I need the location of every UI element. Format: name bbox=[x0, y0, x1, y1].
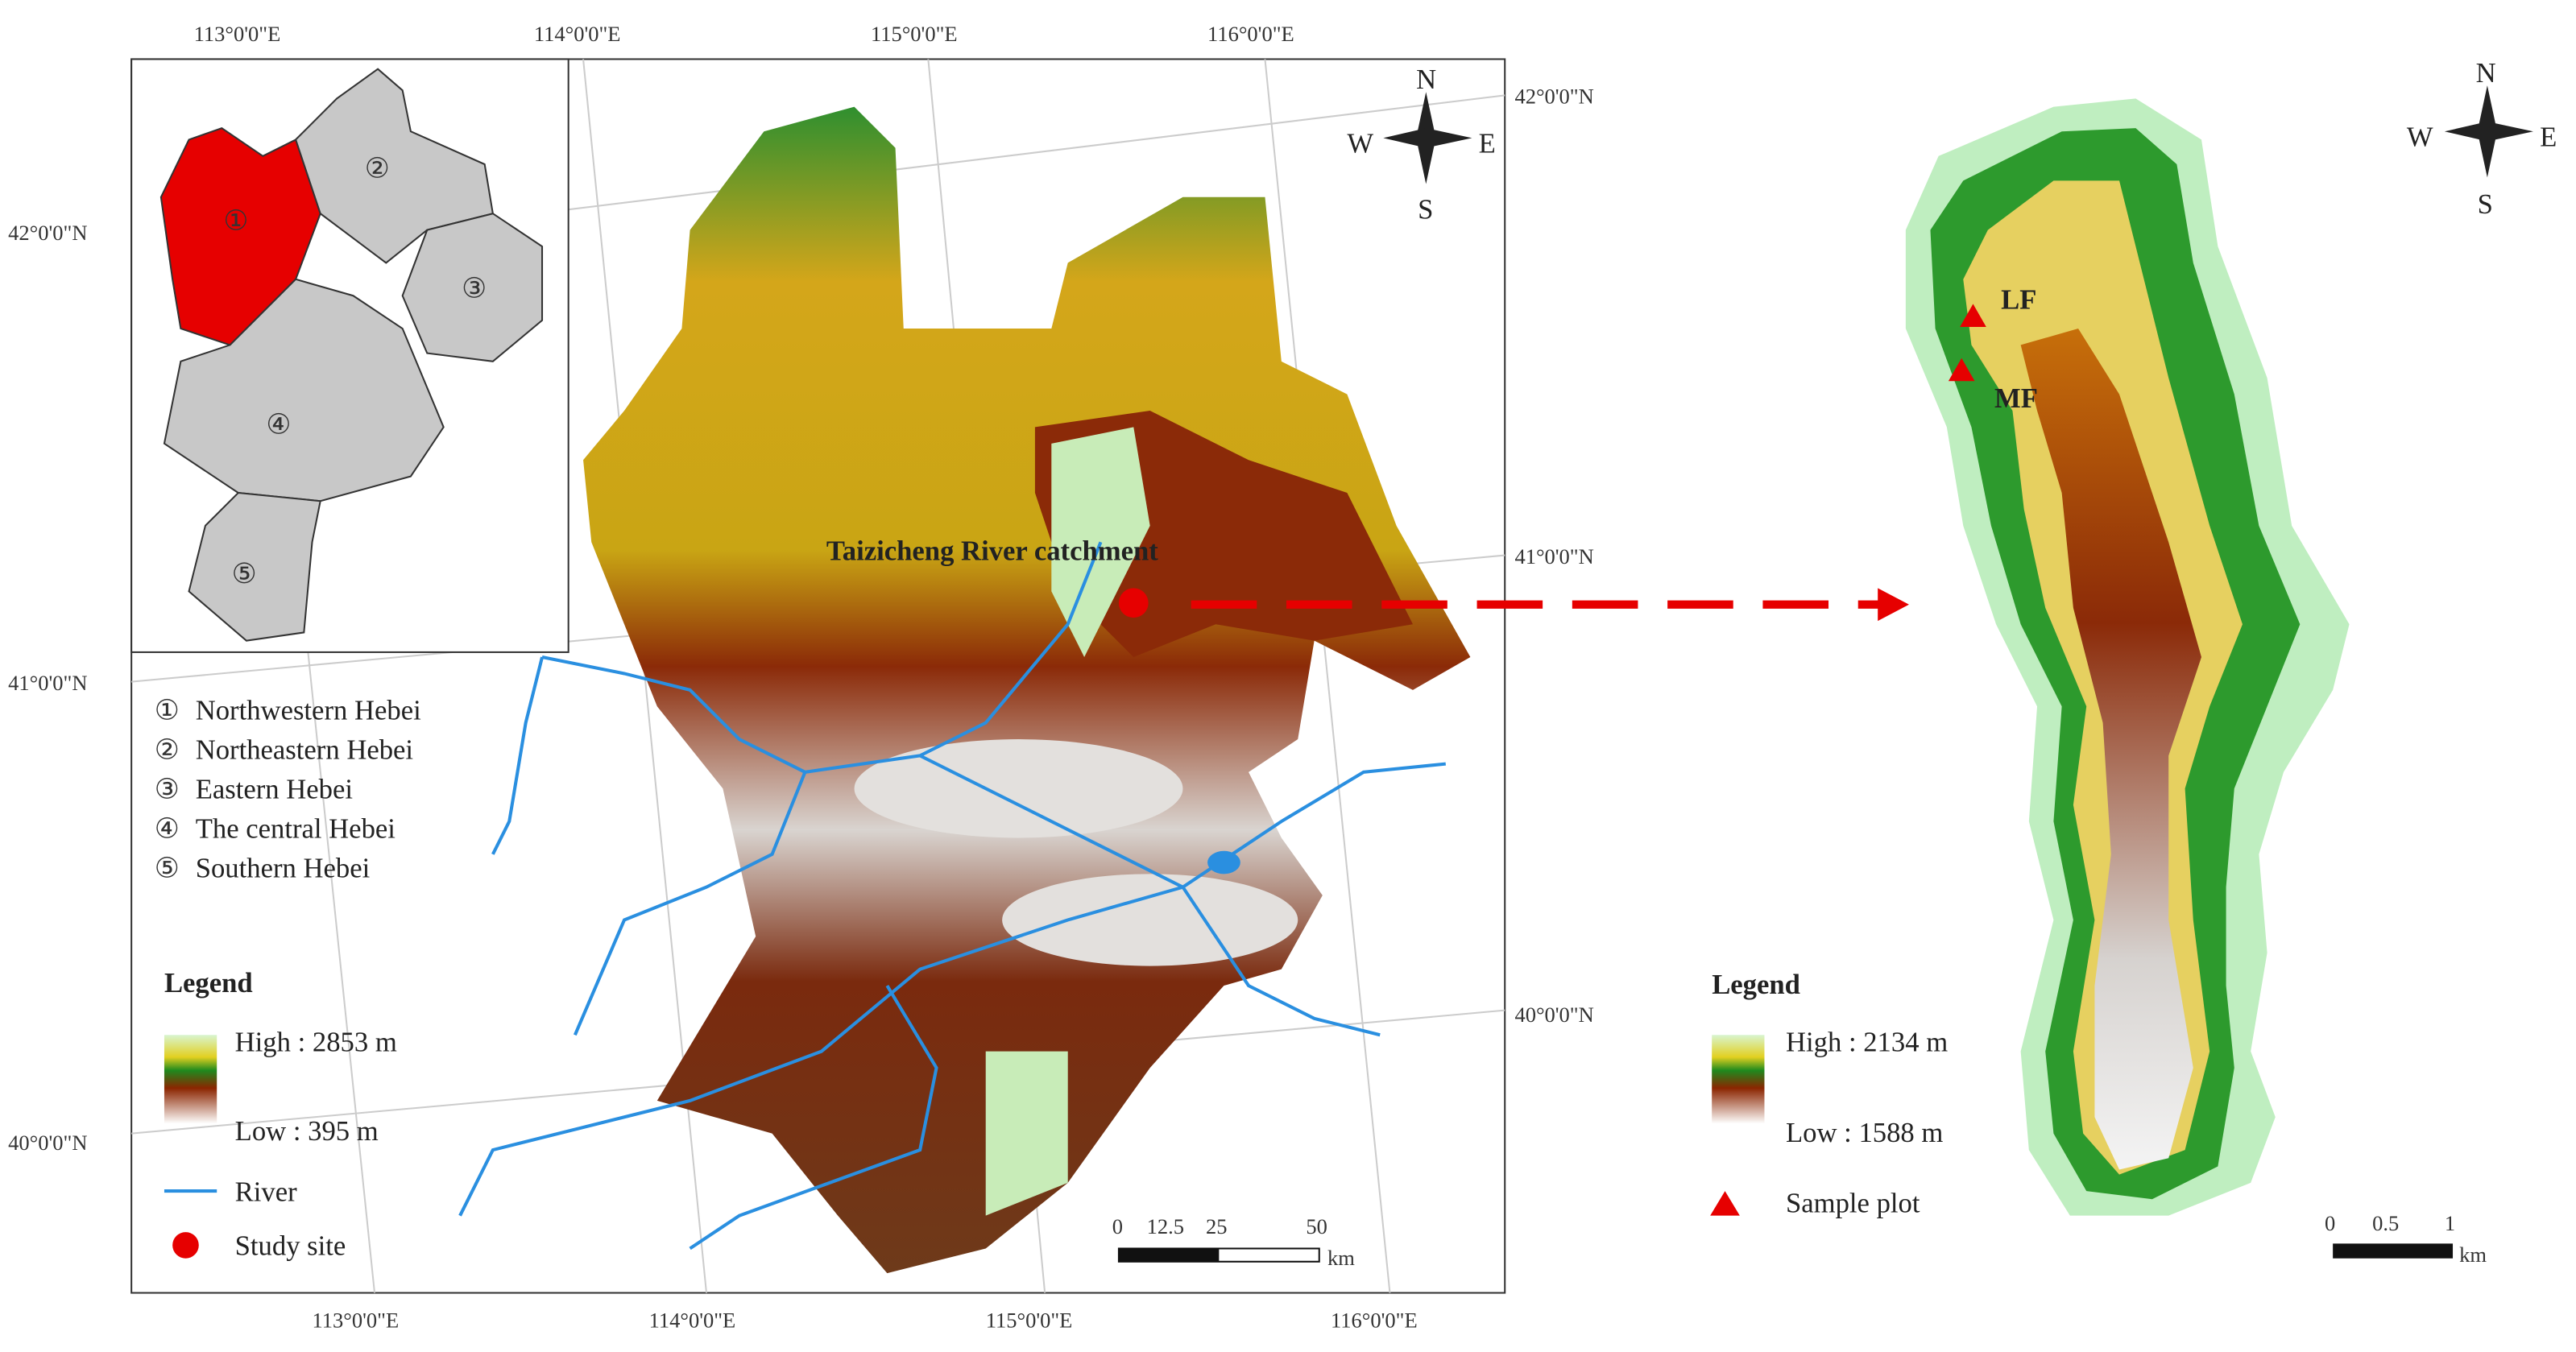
legend-high: High : 2134 m bbox=[1786, 1027, 1948, 1058]
right-map: LF MF N W E S Legend High : 2134 m Low :… bbox=[1710, 58, 2557, 1267]
inset-number: ① bbox=[223, 205, 248, 238]
region-name: The central Hebei bbox=[196, 813, 396, 844]
plot-label: MF bbox=[1994, 383, 2038, 414]
legend-low: Low : 1588 m bbox=[1786, 1118, 1943, 1148]
plot-marker bbox=[1960, 304, 1986, 327]
compass-n: N bbox=[1416, 64, 1436, 95]
compass-s: S bbox=[2478, 189, 2493, 220]
scale-tick: 0.5 bbox=[2372, 1211, 2399, 1235]
region-num: ④ bbox=[155, 812, 180, 845]
legend-site-swatch bbox=[172, 1232, 199, 1259]
lon-label: 114°0'0"E bbox=[534, 22, 621, 46]
scale-tick: 0 bbox=[2325, 1211, 2335, 1235]
scale-tick: 12.5 bbox=[1147, 1214, 1184, 1238]
region-name: Northeastern Hebei bbox=[196, 735, 413, 766]
scale-bar: 0 12.5 25 50 km bbox=[1112, 1214, 1355, 1270]
left-map: Taizicheng River catchment ① ② ③ ④ ⑤ ① No… bbox=[8, 22, 1909, 1332]
scale-unit: km bbox=[1327, 1246, 1355, 1270]
legend-ramp bbox=[164, 1035, 217, 1124]
inset-number: ② bbox=[365, 152, 390, 184]
compass-w: W bbox=[1347, 129, 1373, 159]
lat-label: 40°0'0"N bbox=[8, 1131, 87, 1155]
dem-valley bbox=[1002, 874, 1298, 966]
lat-label: 40°0'0"N bbox=[1514, 1003, 1593, 1027]
arrow-head bbox=[1878, 588, 1909, 622]
region-num: ⑤ bbox=[155, 852, 180, 884]
legend-river: River bbox=[235, 1176, 297, 1207]
reservoir bbox=[1207, 850, 1240, 874]
lat-label: 41°0'0"N bbox=[1514, 544, 1593, 569]
scale-unit: km bbox=[2459, 1242, 2487, 1267]
legend-ramp bbox=[1712, 1035, 1765, 1124]
region-num: ② bbox=[155, 734, 180, 767]
scale-tick: 0 bbox=[1112, 1214, 1123, 1238]
inset-number: ④ bbox=[266, 409, 291, 441]
inset-number: ⑤ bbox=[232, 558, 257, 590]
lon-label: 114°0'0"E bbox=[649, 1308, 736, 1332]
legend-sample: Sample plot bbox=[1786, 1189, 1920, 1219]
dem-high bbox=[985, 1051, 1068, 1216]
region-list: ① Northwestern Hebei ② Northeastern Hebei … bbox=[155, 695, 421, 885]
compass-e: E bbox=[2540, 122, 2557, 153]
catchment-core bbox=[2020, 329, 2201, 1170]
region-name: Northwestern Hebei bbox=[196, 696, 421, 726]
region-num: ① bbox=[155, 695, 180, 727]
compass-s: S bbox=[1418, 194, 1433, 225]
inset-map bbox=[159, 68, 544, 642]
compass-e: E bbox=[1479, 129, 1496, 159]
dem bbox=[583, 106, 1471, 1274]
compass-w: W bbox=[2407, 122, 2433, 153]
legend-sample-swatch bbox=[1710, 1191, 1740, 1216]
lat-label: 42°0'0"N bbox=[1514, 85, 1593, 109]
lat-label: 42°0'0"N bbox=[8, 221, 87, 245]
lon-label: 115°0'0"E bbox=[986, 1308, 1073, 1332]
site-label: Taizicheng River catchment bbox=[826, 536, 1158, 567]
compass-n: N bbox=[2476, 58, 2496, 89]
region-num: ③ bbox=[155, 773, 180, 805]
inset-number: ③ bbox=[462, 272, 487, 304]
inset-numbers: ① ② ③ ④ ⑤ bbox=[223, 152, 487, 590]
dem-valley bbox=[854, 739, 1183, 838]
scale-tick: 50 bbox=[1306, 1214, 1327, 1238]
lon-label: 116°0'0"E bbox=[1207, 22, 1294, 46]
region-name: Southern Hebei bbox=[196, 853, 371, 883]
plot-marker bbox=[1948, 358, 1975, 382]
scale-tick: 1 bbox=[2445, 1211, 2455, 1235]
legend-high: High : 2853 m bbox=[235, 1027, 397, 1058]
scale-bar: 0 0.5 1 km bbox=[2325, 1211, 2487, 1267]
legend-low: Low : 395 m bbox=[235, 1116, 379, 1147]
scale-tick: 25 bbox=[1206, 1214, 1227, 1238]
legend-site: Study site bbox=[235, 1231, 346, 1262]
lat-label: 41°0'0"N bbox=[8, 671, 87, 695]
lon-label: 113°0'0"E bbox=[313, 1308, 400, 1332]
lon-label: 115°0'0"E bbox=[871, 22, 958, 46]
compass: N W E S bbox=[2407, 58, 2557, 220]
lon-label: 116°0'0"E bbox=[1331, 1308, 1418, 1332]
lon-label: 113°0'0"E bbox=[194, 22, 281, 46]
region-name: Eastern Hebei bbox=[196, 774, 353, 804]
legend-title: Legend bbox=[1712, 970, 1800, 1000]
legend-title: Legend bbox=[164, 968, 253, 998]
study-site-marker bbox=[1118, 588, 1149, 618]
plot-label: LF bbox=[2001, 285, 2036, 316]
graticule-labels: 113°0'0"E 114°0'0"E 115°0'0"E 116°0'0"E … bbox=[8, 22, 1594, 1332]
